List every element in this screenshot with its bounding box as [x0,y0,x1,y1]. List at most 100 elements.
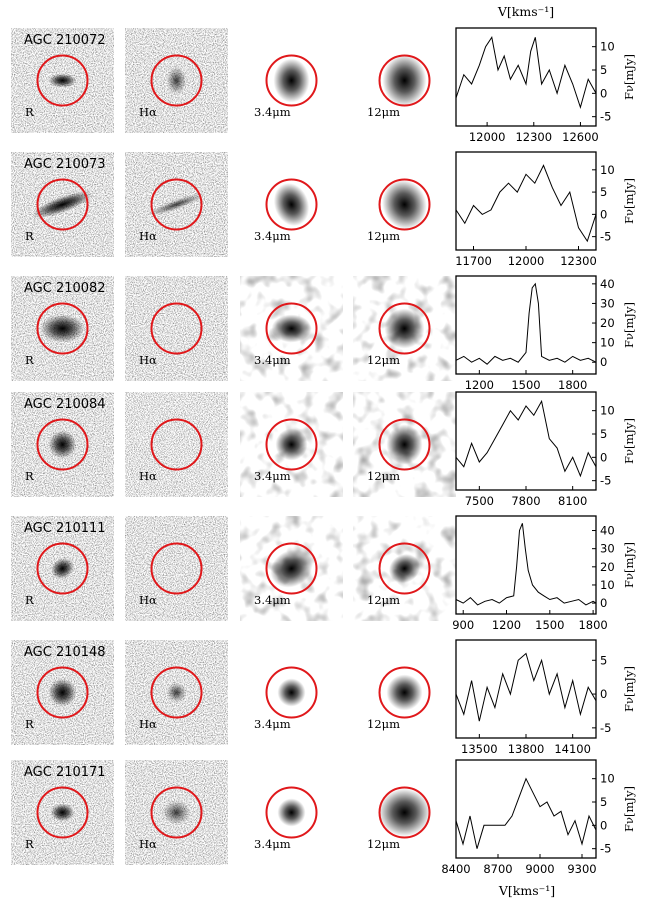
galaxy-name: AGC 210073 [24,157,106,172]
y-tick-label: -5 [600,474,611,488]
y-axis-label: Fν[mJy] [622,418,636,464]
band-label: R [25,593,34,607]
y-tick-label: 0 [600,596,607,610]
x-tick-label: 7800 [511,494,540,508]
band-label: Hα [139,593,157,607]
x-tick-label: 900 [452,618,474,632]
x-tick-label: 9300 [567,862,596,876]
y-axis-label: Fν[mJy] [622,178,636,224]
x-tick-label: 12300 [560,254,597,268]
spectrum-plot: 13500 13800 14100 5 0 -5 Fν[mJy] [455,639,636,756]
image-panel: Hα [125,392,228,497]
galaxy-emission [386,674,423,711]
galaxy-emission [388,553,421,584]
spectrum-plot: 7500 7800 8100 10 5 0 -5 Fν[mJy] [455,391,636,508]
aperture-circle [150,418,203,471]
y-tick-label: 10 [600,772,615,786]
y-tick-label: 20 [600,560,615,574]
x-tick-label: 14100 [554,742,591,756]
aperture-circle [265,302,318,355]
x-tick-label: 12000 [469,130,506,144]
y-tick-label: 5 [600,653,607,667]
band-label: 3.4μm [254,105,291,119]
image-panel: R [11,152,114,257]
galaxy-row: R Hα 3.4μm 12μm AGC 210111 900 1200 1500 1800 40 3… [11,515,636,632]
galaxy-emission [50,803,75,822]
band-label: Hα [139,105,157,119]
aperture-circle [150,786,203,839]
image-panel: 12μm [353,640,456,745]
y-tick-label: -5 [600,230,611,244]
x-tick-label: 12000 [508,254,545,268]
band-label: 3.4μm [254,469,291,483]
x-tick-label: 8400 [441,862,470,876]
band-label: 12μm [367,353,400,367]
band-label: 3.4μm [254,837,291,851]
image-panel: 12μm [353,516,456,621]
band-label: 3.4μm [254,593,291,607]
y-tick-label: 5 [600,63,607,77]
y-tick-label: 10 [600,40,615,54]
x-tick-label: 1800 [558,378,587,392]
y-axis-label: Fν[mJy] [622,302,636,348]
aperture-circle [150,54,203,107]
y-tick-label: 0 [600,450,607,464]
galaxy-emission [271,314,312,343]
image-panel: R [11,640,114,745]
aperture-circle [378,666,431,719]
y-tick-label: 0 [600,207,607,221]
y-tick-label: 10 [600,578,615,592]
y-tick-label: 30 [600,296,615,310]
aperture-circle [265,418,318,471]
image-panel: 12μm [353,28,456,133]
galaxy-emission [270,549,313,588]
galaxy-emission [384,308,425,349]
plot-frame [455,391,597,491]
y-axis-label: Fν[mJy] [622,542,636,588]
spectrum-plot: 11700 12000 12300 10 5 0 -5 Fν[mJy] [455,151,636,268]
aperture-circle [36,302,89,355]
image-panel: R [11,28,114,133]
band-label: 12μm [367,837,400,851]
image-panel: Hα [125,640,228,745]
aperture-circle [150,302,203,355]
aperture-circle [150,542,203,595]
aperture-circle [36,666,89,719]
image-panel: 12μm [353,152,456,257]
spectrum-line [455,777,597,849]
galaxy-emission [382,179,427,230]
x-tick-label: 12600 [562,130,599,144]
y-tick-label: 5 [600,427,607,441]
galaxy-emission [48,430,77,459]
spectrum-plot: 12000 12300 12600 10 5 0 -5 Fν[mJy] [455,27,636,144]
image-panel: 3.4μm [240,640,343,745]
band-label: R [25,229,34,243]
plot-frame [455,515,597,615]
image-panel: 3.4μm [240,152,343,257]
image-panel: 3.4μm [240,516,343,621]
aperture-circle [378,542,431,595]
galaxy-emission [277,678,306,707]
galaxy-emission [48,73,77,88]
x-tick-label: 7500 [465,494,494,508]
aperture-circle [265,178,318,231]
y-tick-label: -5 [600,110,611,124]
plot-frame [455,759,597,859]
galaxy-emission [50,557,75,580]
image-panel: Hα [125,152,228,257]
band-label: Hα [139,469,157,483]
spectrum-line [455,523,597,606]
galaxy-name: AGC 210148 [24,645,106,660]
galaxy-emission [378,788,431,837]
band-label: Hα [139,353,157,367]
aperture-circle [36,54,89,107]
band-label: 3.4μm [254,229,291,243]
x-tick-label: 1800 [578,618,607,632]
band-label: 12μm [367,229,400,243]
x-tick-label: 1500 [535,618,564,632]
image-panel: Hα [125,28,228,133]
image-panel: R [11,276,114,381]
y-axis-label: Fν[mJy] [622,54,636,100]
y-tick-label: 10 [600,163,615,177]
